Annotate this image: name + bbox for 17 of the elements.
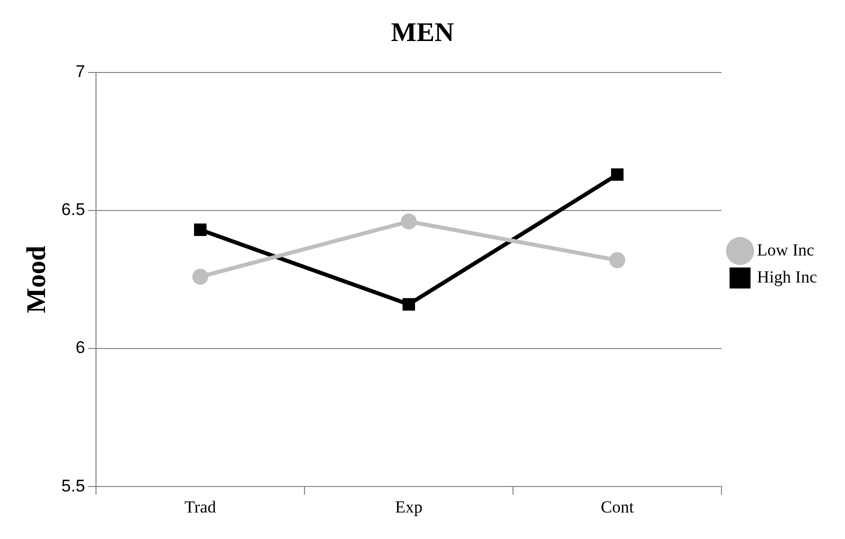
- x-tick-label: Exp: [395, 497, 422, 516]
- legend-label: Low Inc: [757, 240, 815, 260]
- point: [611, 168, 624, 181]
- y-tick-label: 6.5: [61, 200, 86, 220]
- y-axis-title: Mood: [21, 246, 52, 314]
- point: [402, 298, 416, 311]
- chart-title: MEN: [391, 17, 454, 48]
- point: [609, 252, 626, 268]
- point: [194, 224, 207, 236]
- y-tick-label: 6: [76, 338, 86, 358]
- point: [400, 214, 417, 230]
- point: [192, 268, 208, 285]
- y-tick-label: 7: [76, 62, 86, 82]
- legend-label: High Inc: [757, 267, 818, 286]
- y-tick-label: 5.5: [61, 476, 86, 496]
- x-tick-label: Cont: [600, 497, 634, 516]
- x-tick-label: Trad: [184, 497, 217, 516]
